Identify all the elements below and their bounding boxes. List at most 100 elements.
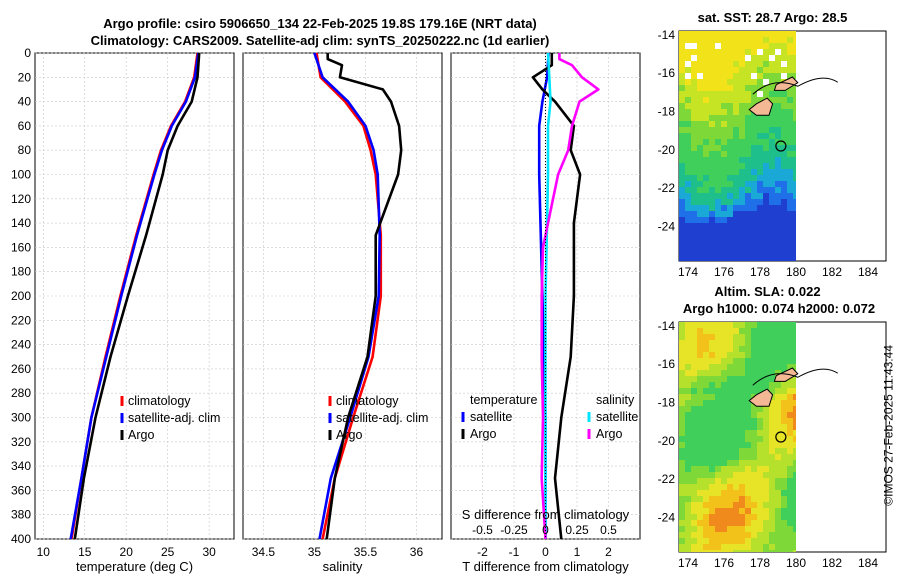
map-cell — [757, 67, 763, 73]
map-cell — [685, 550, 691, 552]
map-cell — [691, 322, 697, 328]
map-cell — [781, 412, 787, 418]
map-cell — [787, 388, 793, 394]
map-cell — [709, 424, 715, 430]
map-cell — [739, 55, 745, 61]
map-cell — [679, 217, 685, 223]
map-cell — [715, 103, 721, 109]
map-cell — [769, 133, 775, 139]
map-cell — [793, 346, 796, 352]
map-cell — [697, 460, 703, 466]
map-x-tick-label: 184 — [858, 265, 878, 279]
map-cell — [769, 460, 775, 466]
y-tick-label: 240 — [11, 338, 31, 352]
map-cell — [721, 253, 727, 259]
y-tick-label: 0 — [24, 46, 31, 60]
map-cell — [793, 49, 796, 55]
y-tick-label: 340 — [11, 459, 31, 473]
map-cell — [757, 253, 763, 259]
map-cell — [775, 526, 781, 532]
x-axis-label: temperature (deg C) — [76, 559, 193, 574]
map-cell — [715, 115, 721, 121]
map-cell — [787, 91, 793, 97]
map-y-tick-label: -16 — [658, 357, 676, 371]
map-cell — [679, 448, 685, 454]
series-line-t-argo — [531, 53, 582, 540]
map-cell — [691, 127, 697, 133]
map-cell — [703, 388, 709, 394]
map-cell — [769, 352, 775, 358]
map-cell — [745, 454, 751, 460]
map-cell — [745, 247, 751, 253]
map-cell — [775, 484, 781, 490]
map-cell — [793, 322, 796, 328]
map-cell — [715, 544, 721, 550]
map-cell — [727, 370, 733, 376]
map-cell — [787, 526, 793, 532]
map-cell — [775, 346, 781, 352]
map-cell — [763, 49, 769, 55]
map-cell — [763, 550, 769, 552]
map-cell — [685, 340, 691, 346]
map-cell — [745, 115, 751, 121]
map-cell — [781, 97, 787, 103]
map-cell — [727, 508, 733, 514]
map-cell — [745, 340, 751, 346]
map-cell — [733, 502, 739, 508]
y-tick-label: 400 — [11, 532, 31, 546]
map-cell — [709, 175, 715, 181]
map-cell — [715, 217, 721, 223]
map-cell — [775, 73, 781, 79]
map-cell — [697, 430, 703, 436]
map-cell — [697, 67, 703, 73]
map-cell — [715, 55, 721, 61]
map-cell — [781, 31, 787, 37]
map-cell — [769, 211, 775, 217]
map-cell — [691, 496, 697, 502]
map-cell — [703, 430, 709, 436]
map-cell — [769, 91, 775, 97]
map-cell — [739, 43, 745, 49]
map-cell — [787, 472, 793, 478]
map-cell — [745, 526, 751, 532]
map-cell — [727, 412, 733, 418]
map-cell — [727, 169, 733, 175]
map-cell — [751, 229, 757, 235]
map-cell — [691, 388, 697, 394]
map-cell — [721, 436, 727, 442]
map-cell — [715, 394, 721, 400]
map-cell — [685, 364, 691, 370]
map-cell — [703, 406, 709, 412]
map-cell — [769, 139, 775, 145]
map-cell — [691, 139, 697, 145]
map-cell — [679, 400, 685, 406]
map-cell — [781, 322, 787, 328]
x2-tick-label: -0.5 — [472, 523, 493, 537]
map-cell — [775, 502, 781, 508]
map-cell — [715, 151, 721, 157]
map-cell — [745, 472, 751, 478]
map-cell — [775, 223, 781, 229]
map-cell — [757, 115, 763, 121]
map-x-tick-label: 182 — [822, 556, 842, 570]
map-cell — [751, 478, 757, 484]
map-cell — [721, 163, 727, 169]
map-cell — [757, 121, 763, 127]
map-cell — [745, 520, 751, 526]
map-cell — [703, 328, 709, 334]
map-cell — [775, 322, 781, 328]
map-cell — [691, 157, 697, 163]
map-cell — [763, 484, 769, 490]
map-cell — [691, 466, 697, 472]
map-cell — [709, 67, 715, 73]
map-cell — [793, 436, 796, 442]
map-cell — [685, 163, 691, 169]
map-cell — [709, 400, 715, 406]
map-cell — [715, 49, 721, 55]
map-cell — [703, 43, 709, 49]
map-cell — [769, 322, 775, 328]
map-cell — [757, 502, 763, 508]
map-cell — [685, 97, 691, 103]
map-cell — [757, 370, 763, 376]
map-y-tick-label: -14 — [658, 319, 676, 333]
